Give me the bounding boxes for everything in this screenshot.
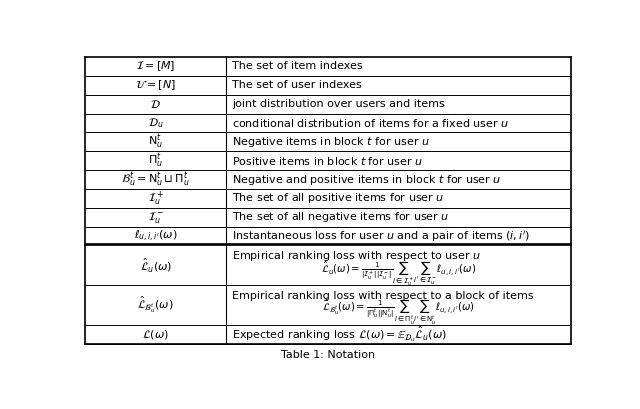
Text: Table 1: Notation: Table 1: Notation: [281, 350, 375, 360]
Text: $\Pi_u^t$: $\Pi_u^t$: [148, 151, 163, 170]
Text: Empirical ranking loss with respect to a block of items: Empirical ranking loss with respect to a…: [232, 291, 534, 301]
Text: Negative and positive items in block $t$ for user $u$: Negative and positive items in block $t$…: [232, 173, 502, 187]
Text: The set of all positive items for user $u$: The set of all positive items for user $…: [232, 191, 445, 205]
Text: $\mathcal{D}_u$: $\mathcal{D}_u$: [148, 116, 163, 130]
Text: $\mathcal{I}_u^-$: $\mathcal{I}_u^-$: [148, 210, 163, 225]
Text: $\mathcal{D}$: $\mathcal{D}$: [150, 98, 161, 110]
Text: The set of user indexes: The set of user indexes: [232, 80, 362, 90]
Text: $\hat{\mathcal{L}}_u(\omega)$: $\hat{\mathcal{L}}_u(\omega)$: [140, 256, 172, 274]
Text: $\ell_{u,i,i'}(\omega)$: $\ell_{u,i,i'}(\omega)$: [134, 229, 177, 244]
Text: $\mathcal{I}_u^+$: $\mathcal{I}_u^+$: [148, 189, 163, 207]
Text: $\mathcal{L}(\omega)$: $\mathcal{L}(\omega)$: [142, 328, 169, 341]
Text: $\mathcal{U} = [N]$: $\mathcal{U} = [N]$: [135, 79, 176, 92]
Text: Instantaneous loss for user $u$ and a pair of items $(i, i')$: Instantaneous loss for user $u$ and a pa…: [232, 229, 531, 244]
Text: Negative items in block $t$ for user $u$: Negative items in block $t$ for user $u$: [232, 135, 430, 149]
Text: $\hat{\mathcal{L}}_{\mathcal{B}_u^t}(\omega) = \frac{1}{|\Pi_u^t||\mathrm{N}_u^t: $\hat{\mathcal{L}}_{\mathcal{B}_u^t}(\om…: [323, 298, 475, 327]
Text: Expected ranking loss $\mathcal{L}(\omega) = \mathbb{E}_{\mathcal{D}_u} \hat{\ma: Expected ranking loss $\mathcal{L}(\omeg…: [232, 324, 447, 344]
Text: The set of item indexes: The set of item indexes: [232, 61, 363, 72]
Text: $\mathrm{N}_u^t$: $\mathrm{N}_u^t$: [148, 133, 163, 151]
Text: $\mathcal{B}_u^t = \mathrm{N}_u^t \sqcup \Pi_u^t$: $\mathcal{B}_u^t = \mathrm{N}_u^t \sqcup…: [121, 170, 190, 189]
Text: conditional distribution of items for a fixed user $u$: conditional distribution of items for a …: [232, 117, 509, 129]
Text: $\hat{\mathcal{L}}_{\mathcal{B}_u^t}(\omega)$: $\hat{\mathcal{L}}_{\mathcal{B}_u^t}(\om…: [138, 295, 174, 315]
Text: joint distribution over users and items: joint distribution over users and items: [232, 99, 445, 109]
Text: $\mathcal{I} = [M]$: $\mathcal{I} = [M]$: [136, 59, 175, 73]
Text: $\hat{\mathcal{L}}_u(\omega) = \frac{1}{|\mathcal{I}_u^+||\mathcal{I}_u^-|} \sum: $\hat{\mathcal{L}}_u(\omega) = \frac{1}{…: [321, 259, 476, 288]
Text: The set of all negative items for user $u$: The set of all negative items for user $…: [232, 210, 450, 224]
Text: Positive items in block $t$ for user $u$: Positive items in block $t$ for user $u$: [232, 155, 424, 166]
Text: Empirical ranking loss with respect to user $u$: Empirical ranking loss with respect to u…: [232, 249, 481, 263]
